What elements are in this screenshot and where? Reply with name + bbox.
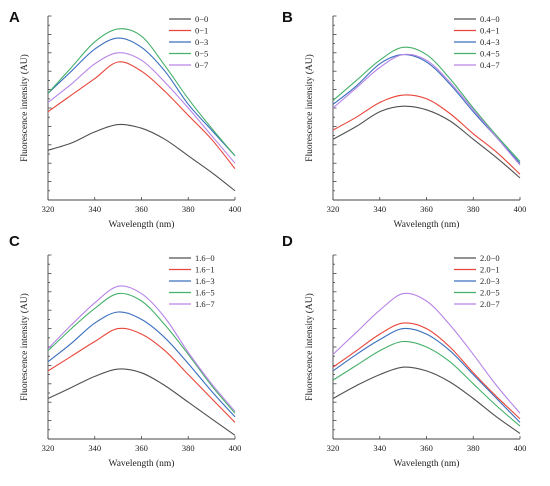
panel-label: D [282,233,293,250]
y-axis-title: Fluorescence intensity (AU) [304,293,315,401]
legend-label: 0.4−1 [480,26,500,36]
series-line [47,61,236,170]
series-line [47,123,236,192]
x-tick-label: 320 [327,443,340,453]
x-tick-label: 400 [514,204,527,214]
x-tick-label: 360 [135,443,148,453]
legend-label: 2.0−7 [480,299,500,309]
x-tick-label: 400 [229,443,242,453]
legend-label: 0−0 [195,14,208,24]
panel-label: A [9,9,20,26]
legend-label: 0−3 [195,37,208,47]
series-line [47,368,236,436]
series-line [332,54,521,164]
x-tick-label: 360 [420,443,433,453]
legend-label: 2.0−3 [480,276,500,286]
chart-panel-d: D 320 340 360 380 400 Wavelength (nm) Fluoresce… [282,233,526,469]
series-line [47,28,236,157]
legend-label: 0−7 [195,60,208,70]
legend-label: 0−1 [195,26,208,36]
legend-label: 0.4−5 [480,49,500,59]
series-line [332,366,521,434]
x-axis-title: Wavelength (nm) [394,458,460,469]
x-tick-label: 380 [182,204,195,214]
x-axis-title: Wavelength (nm) [109,219,175,230]
x-tick-label: 400 [229,204,242,214]
series-line [332,340,521,427]
panel-label: C [9,233,20,250]
series-line [332,53,521,166]
legend-label: 0.4−7 [480,60,500,70]
series-line [332,46,521,162]
chart-panel-a: A 320 340 360 380 400 Wavelength (nm) Fluoresce… [9,9,241,230]
x-tick-label: 380 [182,443,195,453]
y-axis-title: Fluorescence intensity (AU) [304,54,315,162]
x-tick-label: 400 [514,443,527,453]
y-axis-title: Fluorescence intensity (AU) [19,293,30,401]
series-line [47,37,236,157]
legend-label: 0−5 [195,49,208,59]
x-tick-label: 340 [88,204,101,214]
legend-label: 1.6−0 [195,253,215,263]
series-line [47,292,236,414]
x-tick-label: 340 [88,443,101,453]
x-tick-label: 380 [467,204,480,214]
series-line [332,327,521,423]
x-tick-label: 340 [373,204,386,214]
series-line [332,94,521,175]
legend-label: 1.6−7 [195,299,215,309]
y-axis-title: Fluorescence intensity (AU) [19,54,30,162]
chart-panel-b: B 320 340 360 380 400 Wavelength (nm) Fluoresce… [282,9,526,230]
legend-label: 1.6−5 [195,288,215,298]
panel-label: B [282,9,293,26]
x-tick-label: 360 [135,204,148,214]
legend-label: 0.4−3 [480,37,500,47]
legend-label: 2.0−0 [480,253,500,263]
series-line [47,285,236,412]
series-line [332,322,521,420]
legend-label: 2.0−1 [480,265,500,275]
x-axis-title: Wavelength (nm) [109,458,175,469]
series-line [47,52,236,164]
series-line [47,311,236,418]
legend-label: 1.6−3 [195,276,215,286]
x-tick-label: 340 [373,443,386,453]
x-tick-label: 380 [467,443,480,453]
x-tick-label: 320 [42,204,55,214]
legend-label: 2.0−5 [480,288,500,298]
series-line [332,292,521,414]
legend-label: 0.4−0 [480,14,500,24]
x-tick-label: 360 [420,204,433,214]
legend-label: 1.6−1 [195,265,215,275]
series-line [332,105,521,179]
x-tick-label: 320 [327,204,340,214]
chart-panel-c: C 320 340 360 380 400 Wavelength (nm) Fluoresce… [9,233,241,469]
series-line [47,327,236,423]
x-tick-label: 320 [42,443,55,453]
x-axis-title: Wavelength (nm) [394,219,460,230]
